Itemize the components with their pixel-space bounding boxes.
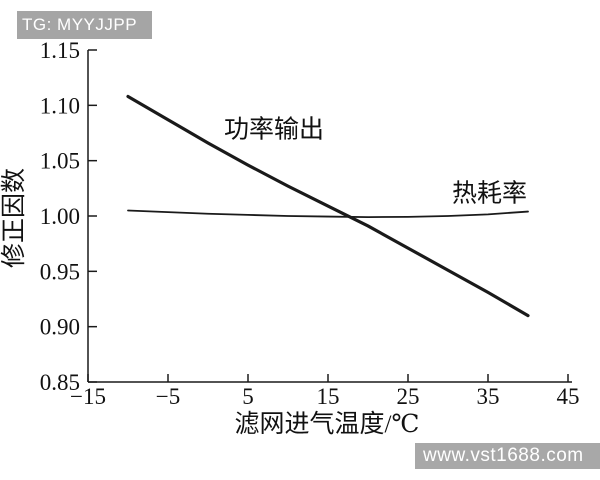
series-line-heat-rate [127, 209, 529, 219]
x-tick-label: 25 [397, 384, 420, 409]
watermark-top-badge: TG: MYYJJPP [17, 11, 152, 39]
x-tick-label: −5 [156, 384, 180, 409]
x-tick-label: 35 [477, 384, 500, 409]
x-tick-label: 45 [557, 384, 580, 409]
watermark-bottom-badge: www.vst1688.com [415, 443, 600, 469]
x-tick-label: 15 [317, 384, 340, 409]
ticks-layer: −15 −5 5 15 25 35 45 0.85 0.90 0.95 1.00 1.05 1.10 1.… [40, 38, 580, 409]
y-tick-label: 1.00 [40, 204, 80, 229]
x-tick-label: 5 [242, 384, 254, 409]
series-layer [126, 94, 530, 318]
y-tick-label: 1.05 [40, 149, 80, 174]
watermark-top-text: TG: MYYJJPP [22, 15, 138, 34]
y-axis-title: 修正因数 [0, 168, 28, 268]
series-label-power-output: 功率输出 [224, 115, 324, 143]
y-tick-label: 0.90 [40, 315, 80, 340]
series-label-heat-rate: 热耗率 [452, 180, 527, 208]
y-tick-label: 1.15 [40, 38, 80, 63]
watermark-bottom-text: www.vst1688.com [423, 445, 584, 466]
x-axis-title: 滤网进气温度/℃ [235, 410, 420, 438]
y-tick-label: 0.85 [40, 370, 80, 395]
x-tick-label: −15 [70, 384, 106, 409]
y-tick-label: 0.95 [40, 259, 80, 284]
y-tick-label: 1.10 [40, 93, 80, 118]
series-line-power-output [126, 94, 530, 318]
